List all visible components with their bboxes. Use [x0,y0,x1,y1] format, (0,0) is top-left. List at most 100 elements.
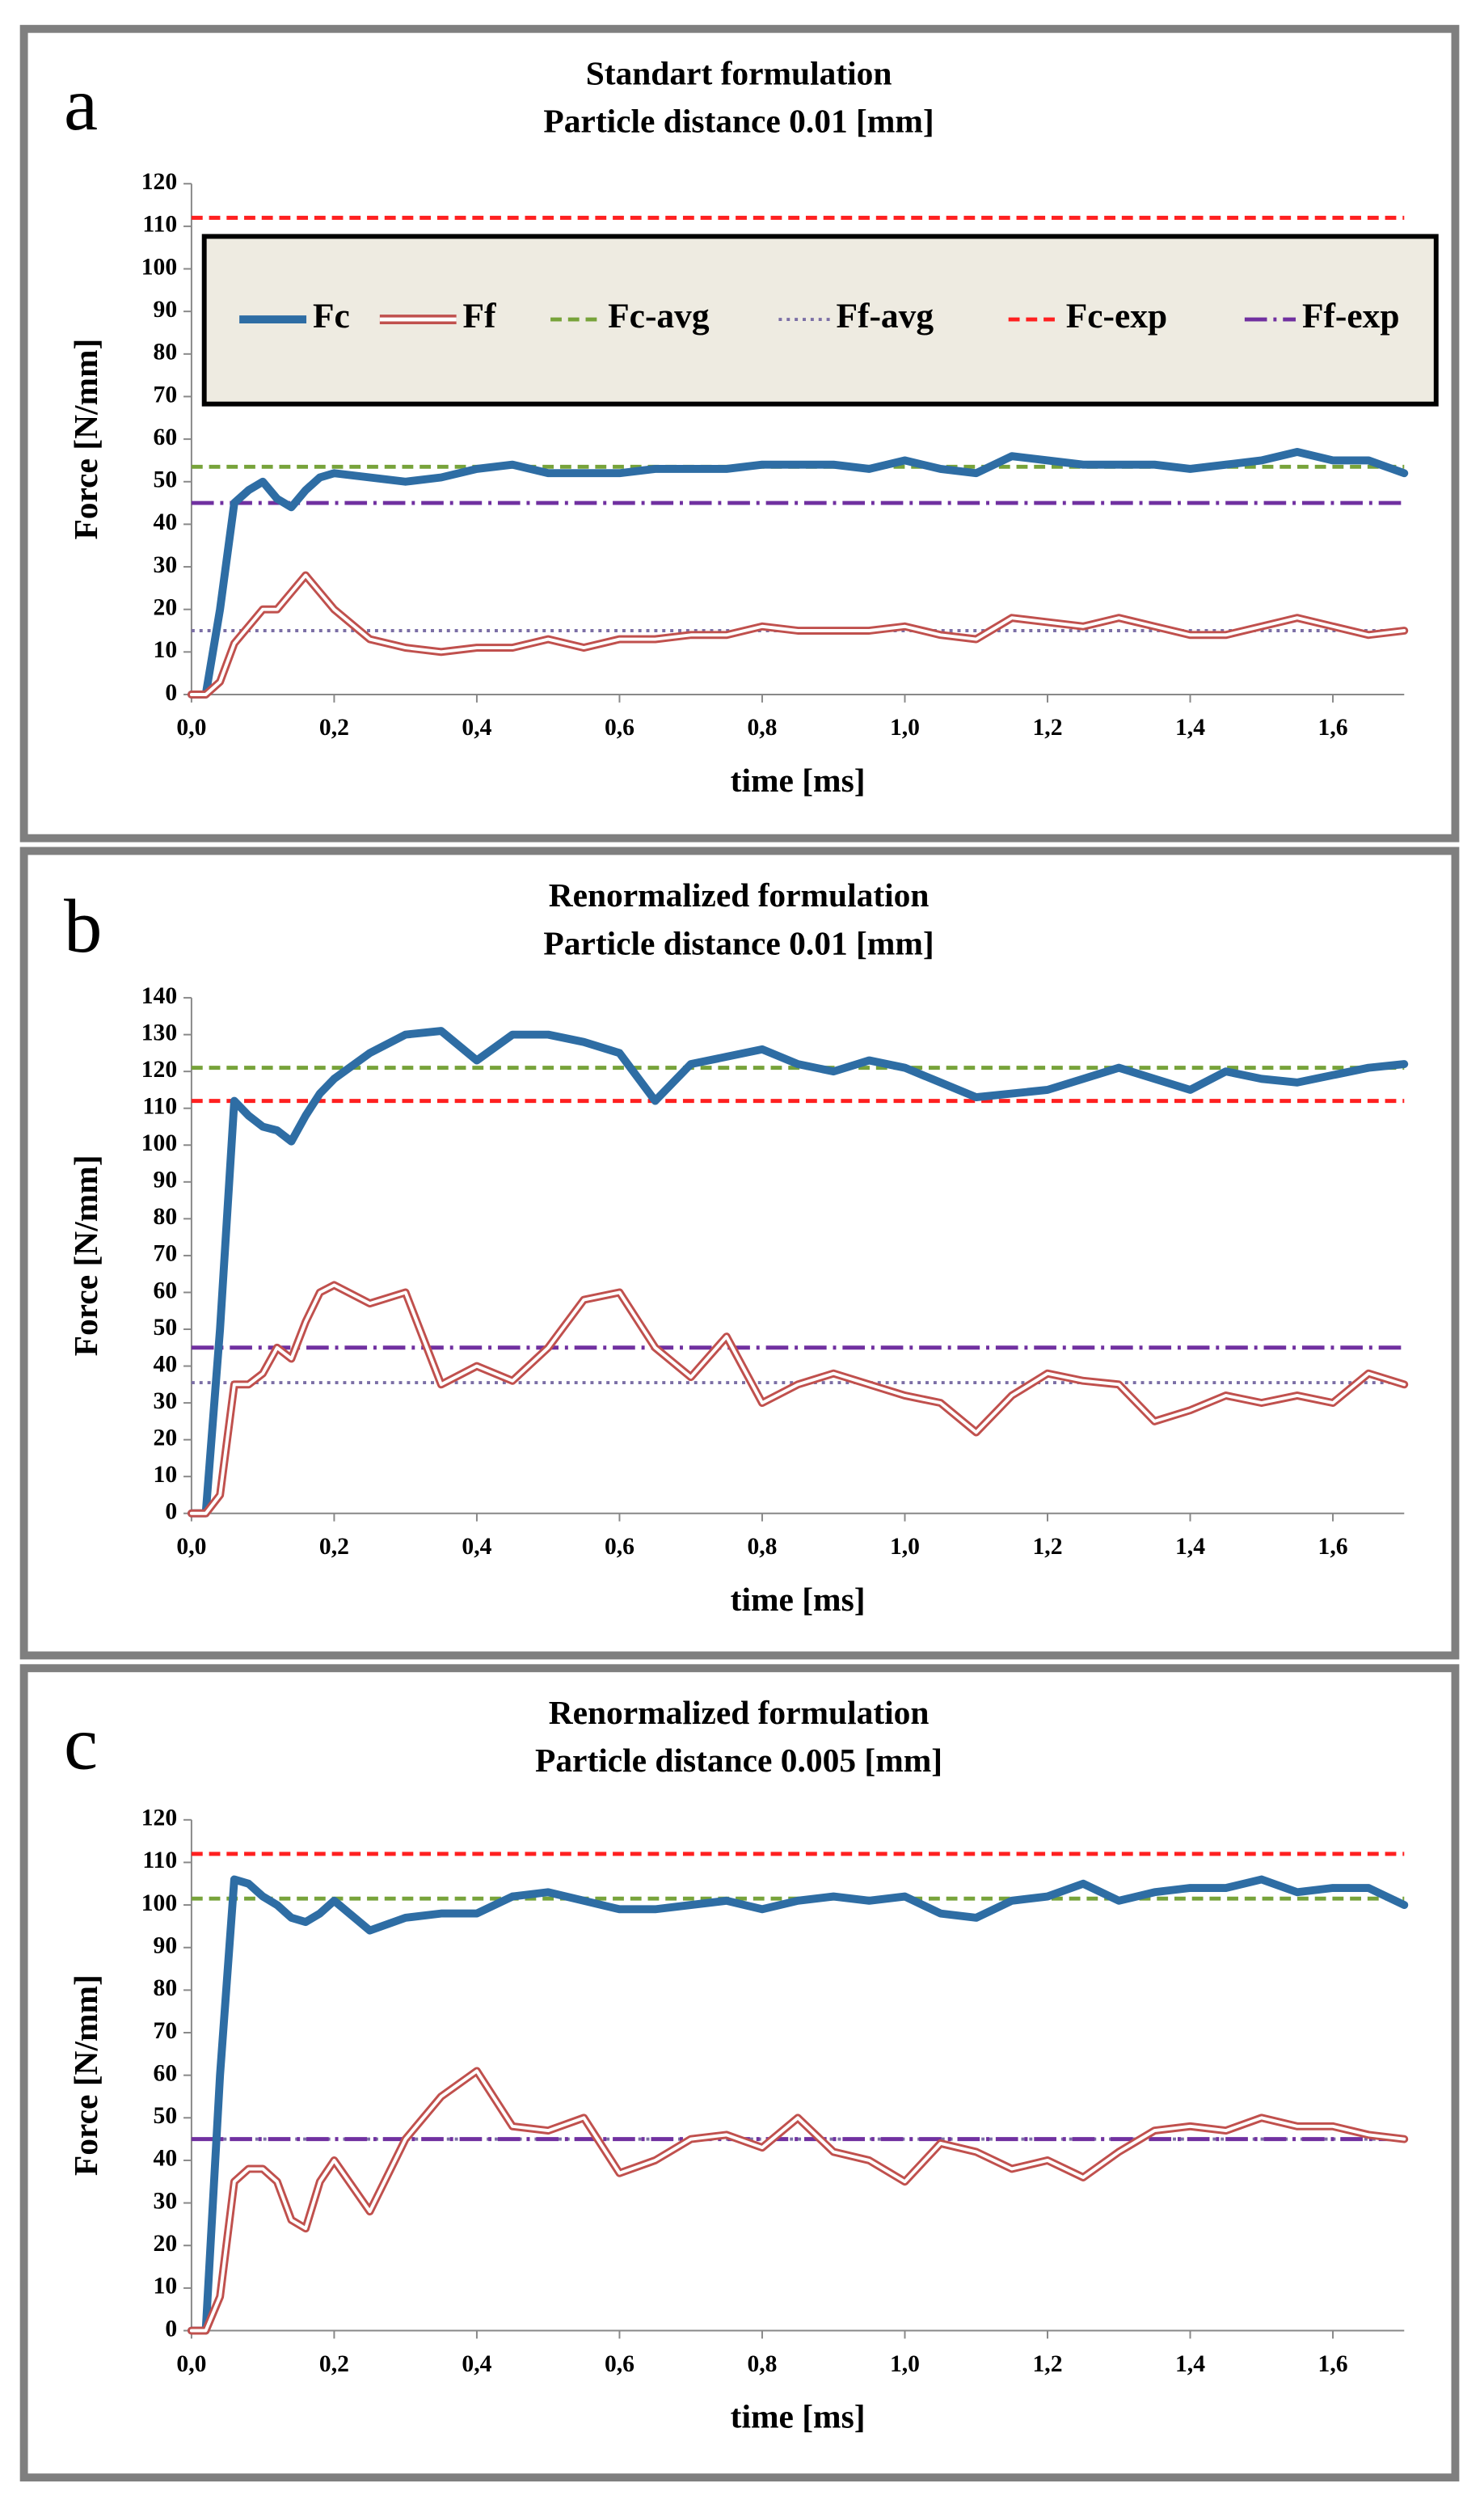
y-tick-label: 0 [165,1499,177,1525]
series-line-inner [189,573,1406,696]
panel: b Renormalized formulation Particle distan… [19,847,1460,1660]
x-tick-label: 0,0 [176,2351,206,2377]
panel-label: a [64,62,98,146]
y-tick-label: 90 [154,297,178,323]
series-line-inner [189,1283,1406,1515]
panel: c Renormalized formulation Particle distan… [19,1664,1460,2482]
series-line-inner [189,2069,1406,2333]
y-tick-label: 100 [141,1890,177,1916]
x-tick-label: 1,2 [1032,2351,1062,2377]
x-tick-label: 0,0 [176,715,206,741]
y-tick-label: 70 [154,2018,178,2044]
x-axis-title: time [ms] [731,1581,866,1618]
x-tick-label: 0,8 [747,715,777,741]
panel-frame [19,847,1460,1660]
chart-title: Standart formulation [586,54,892,91]
x-tick-label: 0,0 [176,1534,206,1560]
y-tick-label: 110 [142,212,177,238]
x-tick-label: 0,6 [605,2351,634,2377]
x-tick-label: 0,4 [462,715,491,741]
x-tick-label: 0,2 [319,2351,349,2377]
legend-label: Fc-exp [1066,297,1167,336]
x-tick-label: 1,6 [1318,715,1348,741]
x-tick-label: 1,2 [1032,1534,1062,1560]
panel-frame [19,1664,1460,2482]
y-tick-label: 120 [141,169,177,195]
x-tick-label: 1,6 [1318,1534,1348,1560]
chart-title: Renormalized formulation [549,876,930,914]
x-tick-label: 1,0 [890,715,920,741]
legend-label: Fc-avg [608,297,710,336]
y-tick-label: 50 [154,467,178,493]
x-tick-label: 0,6 [605,1534,634,1560]
y-tick-label: 120 [141,1805,177,1831]
y-tick-label: 40 [154,2146,178,2172]
y-tick-label: 50 [154,1315,178,1341]
y-tick-label: 60 [154,424,178,450]
legend-label: Fc [313,297,350,336]
x-tick-label: 0,8 [747,2351,777,2377]
y-tick-label: 10 [154,2274,178,2299]
panel: a Standart formulation Particle distance 0… [19,24,1460,842]
y-tick-label: 30 [154,2188,178,2214]
y-tick-label: 10 [154,1462,178,1488]
y-axis-title: Force [N/mm] [67,1974,104,2176]
x-tick-label: 1,2 [1032,715,1062,741]
y-tick-label: 30 [154,552,178,578]
y-axis-title: Force [N/mm] [67,1155,104,1356]
y-tick-label: 80 [154,340,178,365]
x-tick-label: 0,8 [747,1534,777,1560]
x-tick-label: 1,4 [1175,1534,1205,1560]
chart-subtitle: Particle distance 0.01 [mm] [543,924,934,961]
y-tick-label: 110 [142,1848,177,1873]
x-tick-label: 0,2 [319,1534,349,1560]
panel-label: b [64,885,102,969]
y-tick-label: 70 [154,1241,178,1267]
x-axis-title: time [ms] [731,762,866,799]
y-tick-label: 100 [141,254,177,280]
legend-label: Ff-exp [1302,297,1400,336]
y-tick-label: 20 [154,2231,178,2257]
x-tick-label: 1,4 [1175,715,1205,741]
series-line [187,1875,1409,2335]
y-tick-label: 120 [141,1057,177,1083]
x-tick-label: 1,4 [1175,2351,1205,2377]
legend-label: Ff [463,297,497,336]
y-tick-label: 60 [154,1277,178,1303]
legend-label: Ff-avg [836,297,934,336]
y-tick-label: 80 [154,1204,178,1230]
y-tick-label: 0 [165,2316,177,2342]
y-tick-label: 30 [154,1388,178,1414]
x-tick-label: 1,0 [890,2351,920,2377]
y-tick-label: 40 [154,509,178,535]
x-tick-label: 0,4 [462,1534,491,1560]
chart-subtitle: Particle distance 0.005 [mm] [535,1742,942,1779]
y-tick-label: 100 [141,1130,177,1156]
chart-title: Renormalized formulation [549,1694,930,1731]
y-tick-label: 50 [154,2103,178,2129]
y-tick-label: 90 [154,1168,178,1193]
x-tick-label: 1,0 [890,1534,920,1560]
y-tick-label: 40 [154,1351,178,1377]
y-tick-label: 140 [141,983,177,1009]
x-tick-label: 0,4 [462,2351,491,2377]
panel-frame [19,24,1460,842]
x-tick-label: 0,6 [605,715,634,741]
chart-subtitle: Particle distance 0.01 [mm] [543,103,934,140]
y-tick-label: 0 [165,680,177,706]
y-tick-label: 110 [142,1094,177,1120]
series-line [187,1027,1409,1518]
y-axis-title: Force [N/mm] [67,339,104,540]
panel-label: c [64,1702,98,1786]
y-tick-label: 20 [154,1425,178,1451]
x-axis-title: time [ms] [731,2398,866,2435]
y-tick-label: 60 [154,2060,178,2086]
y-tick-label: 20 [154,594,178,620]
y-tick-label: 130 [141,1020,177,1045]
x-tick-label: 0,2 [319,715,349,741]
y-tick-label: 90 [154,1933,178,1959]
series-line [187,447,1409,699]
x-tick-label: 1,6 [1318,2351,1348,2377]
y-tick-label: 80 [154,1975,178,2001]
